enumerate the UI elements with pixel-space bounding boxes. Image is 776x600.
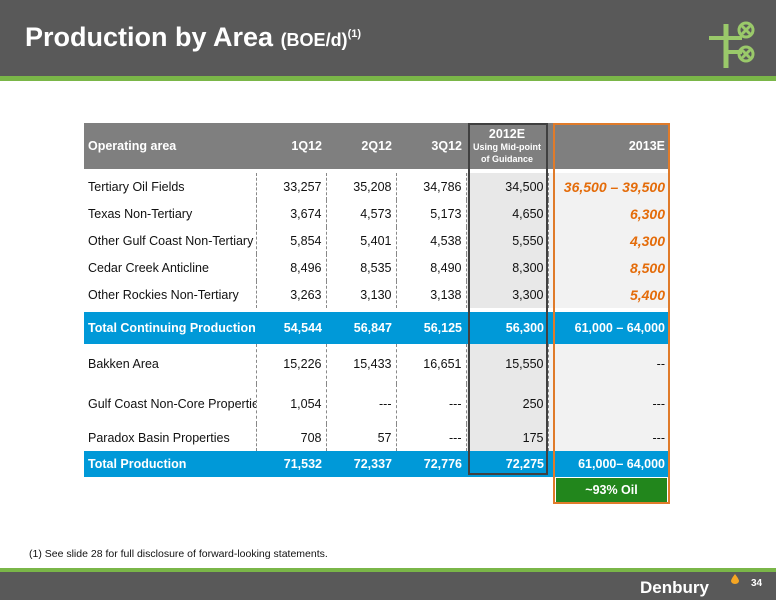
slide-footer bbox=[0, 572, 776, 600]
total-production-row: Total Production 71,532 72,337 72,776 72… bbox=[84, 451, 669, 477]
row-1q12: 5,854 bbox=[255, 227, 326, 254]
col-header-3q12: 3Q12 bbox=[396, 123, 466, 169]
row-area: Cedar Creek Anticline bbox=[88, 260, 209, 275]
row-2q12: 35,208 bbox=[325, 173, 396, 200]
row-area: Texas Non-Tertiary bbox=[88, 206, 193, 221]
row-2q12: 15,433 bbox=[325, 344, 396, 384]
total-continuing-label: Total Continuing Production bbox=[84, 312, 256, 344]
col-header-2012e-note: Using Mid-point of Guidance bbox=[473, 142, 541, 164]
row-area: Other Gulf Coast Non-Tertiary bbox=[88, 233, 254, 248]
row-area: Gulf Coast Non-Core Properties bbox=[88, 397, 256, 411]
row-2013e: 5,400 bbox=[547, 281, 669, 308]
table-header-row: Operating area 1Q12 2Q12 3Q12 2012E Usin… bbox=[84, 123, 669, 169]
total-continuing-1q12: 54,544 bbox=[256, 312, 326, 344]
row-area: Paradox Basin Properties bbox=[88, 430, 230, 445]
slide-title: Production by Area (BOE/d)(1) bbox=[25, 22, 361, 53]
row-2013e: 6,300 bbox=[547, 200, 669, 227]
total-production-3q12: 72,776 bbox=[396, 451, 466, 477]
row-1q12: 8,496 bbox=[255, 254, 326, 281]
total-production-1q12: 71,532 bbox=[256, 451, 326, 477]
row-2013e: -- bbox=[547, 344, 669, 384]
row-3q12: 34,786 bbox=[395, 173, 466, 200]
col-header-2012e-label: 2012E bbox=[488, 127, 526, 141]
table-row: Tertiary Oil Fields 33,257 35,208 34,786… bbox=[84, 173, 669, 200]
col-header-2013e: 2013E bbox=[548, 123, 669, 169]
page-number: 34 bbox=[751, 578, 763, 589]
row-2013e: --- bbox=[547, 424, 669, 451]
row-area: Other Rockies Non-Tertiary bbox=[88, 287, 239, 302]
total-continuing-2013e: 61,000 – 64,000 bbox=[548, 312, 669, 344]
row-1q12: 15,226 bbox=[255, 344, 326, 384]
row-3q12: 16,651 bbox=[395, 344, 466, 384]
row-1q12: 3,263 bbox=[255, 281, 326, 308]
row-2q12: 5,401 bbox=[325, 227, 396, 254]
row-2012e: 3,300 bbox=[465, 281, 548, 308]
row-3q12: 8,490 bbox=[395, 254, 466, 281]
wellhead-valve-icon bbox=[709, 21, 755, 68]
row-3q12: --- bbox=[395, 384, 466, 424]
title-footnote-ref: (1) bbox=[347, 28, 362, 40]
oil-percentage-badge: ~93% Oil bbox=[556, 478, 667, 502]
row-2013e: 4,300 bbox=[547, 227, 669, 254]
row-area: Bakken Area bbox=[88, 357, 159, 371]
total-production-2q12: 72,337 bbox=[326, 451, 396, 477]
row-2012e: 15,550 bbox=[465, 344, 548, 384]
row-3q12: 4,538 bbox=[395, 227, 466, 254]
title-text: Production by Area bbox=[25, 22, 274, 52]
row-1q12: 33,257 bbox=[255, 173, 326, 200]
total-continuing-3q12: 56,125 bbox=[396, 312, 466, 344]
row-2013e: 8,500 bbox=[547, 254, 669, 281]
col-header-area: Operating area bbox=[84, 123, 256, 169]
total-production-2013e: 61,000– 64,000 bbox=[548, 451, 669, 477]
row-3q12: 3,138 bbox=[395, 281, 466, 308]
table-row: Paradox Basin Properties 708 57 --- 175 … bbox=[84, 424, 669, 451]
title-unit: (BOE/d) bbox=[280, 30, 348, 50]
footnote: (1) See slide 28 for full disclosure of … bbox=[29, 548, 328, 560]
table-row: Gulf Coast Non-Core Properties 1,054 ---… bbox=[84, 384, 669, 424]
total-production-label: Total Production bbox=[84, 451, 256, 477]
row-2012e: 5,550 bbox=[465, 227, 548, 254]
total-continuing-row: Total Continuing Production 54,544 56,84… bbox=[84, 312, 669, 344]
col-header-2q12: 2Q12 bbox=[326, 123, 396, 169]
row-2012e: 4,650 bbox=[465, 200, 548, 227]
row-2012e: 8,300 bbox=[465, 254, 548, 281]
row-1q12: 3,674 bbox=[255, 200, 326, 227]
table-row: Cedar Creek Anticline 8,496 8,535 8,490 … bbox=[84, 254, 669, 281]
row-2013e: 36,500 – 39,500 bbox=[547, 173, 669, 200]
header-accent-stripe bbox=[0, 76, 776, 81]
row-3q12: --- bbox=[395, 424, 466, 451]
row-2q12: 57 bbox=[325, 424, 396, 451]
production-table: Operating area 1Q12 2Q12 3Q12 2012E Usin… bbox=[84, 123, 669, 477]
table-row: Other Rockies Non-Tertiary 3,263 3,130 3… bbox=[84, 281, 669, 308]
row-1q12: 708 bbox=[255, 424, 326, 451]
table-row: Texas Non-Tertiary 3,674 4,573 5,173 4,6… bbox=[84, 200, 669, 227]
footer-accent-stripe bbox=[0, 568, 776, 572]
row-3q12: 5,173 bbox=[395, 200, 466, 227]
row-area: Tertiary Oil Fields bbox=[88, 179, 185, 194]
table-row: Bakken Area 15,226 15,433 16,651 15,550 … bbox=[84, 344, 669, 384]
slide-header bbox=[0, 0, 776, 76]
row-2012e: 34,500 bbox=[465, 173, 548, 200]
row-2012e: 175 bbox=[465, 424, 548, 451]
row-1q12: 1,054 bbox=[255, 384, 326, 424]
col-header-1q12: 1Q12 bbox=[256, 123, 326, 169]
row-2q12: --- bbox=[325, 384, 396, 424]
row-2012e: 250 bbox=[465, 384, 548, 424]
oil-drop-icon bbox=[731, 574, 739, 584]
col-header-2012e: 2012E Using Mid-point of Guidance bbox=[466, 123, 548, 169]
total-continuing-2012e: 56,300 bbox=[466, 312, 548, 344]
row-2013e: --- bbox=[547, 384, 669, 424]
row-2q12: 3,130 bbox=[325, 281, 396, 308]
total-continuing-2q12: 56,847 bbox=[326, 312, 396, 344]
table-row: Other Gulf Coast Non-Tertiary 5,854 5,40… bbox=[84, 227, 669, 254]
brand-logo-text: Denbury bbox=[640, 578, 709, 597]
total-production-2012e: 72,275 bbox=[466, 451, 548, 477]
row-2q12: 4,573 bbox=[325, 200, 396, 227]
row-2q12: 8,535 bbox=[325, 254, 396, 281]
